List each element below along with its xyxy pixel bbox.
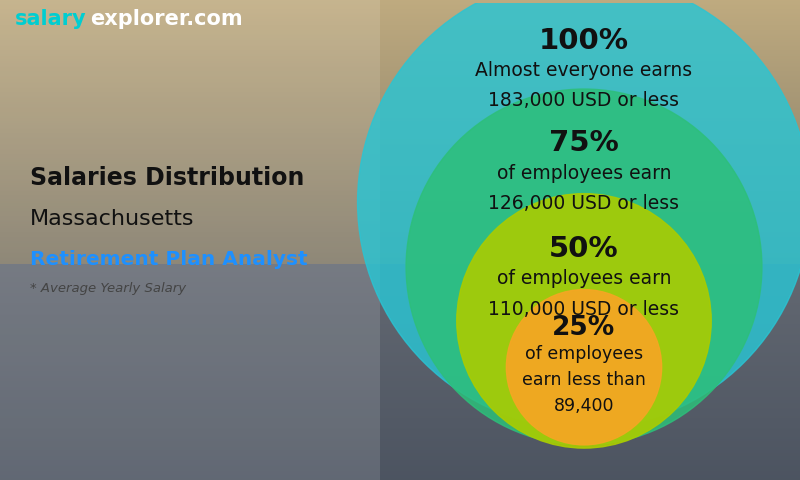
Text: 100%: 100% [539, 26, 629, 55]
Text: explorer.com: explorer.com [90, 9, 242, 29]
Circle shape [457, 193, 711, 448]
Text: 110,000 USD or less: 110,000 USD or less [489, 300, 679, 319]
Text: salary: salary [15, 9, 86, 29]
Text: 50%: 50% [549, 235, 619, 263]
Text: of employees: of employees [525, 345, 643, 363]
Circle shape [358, 0, 800, 429]
Text: 183,000 USD or less: 183,000 USD or less [489, 91, 679, 110]
Text: Massachusetts: Massachusetts [30, 209, 194, 229]
Text: 89,400: 89,400 [554, 397, 614, 415]
Text: of employees earn: of employees earn [497, 164, 671, 183]
FancyBboxPatch shape [0, 0, 380, 480]
Text: 75%: 75% [549, 129, 619, 157]
Text: Almost everyone earns: Almost everyone earns [475, 61, 693, 80]
Text: 126,000 USD or less: 126,000 USD or less [489, 194, 679, 213]
Text: * Average Yearly Salary: * Average Yearly Salary [30, 282, 186, 295]
Text: of employees earn: of employees earn [497, 269, 671, 288]
Circle shape [406, 89, 762, 445]
Text: earn less than: earn less than [522, 371, 646, 389]
Circle shape [506, 289, 662, 445]
Text: Retirement Plan Analyst: Retirement Plan Analyst [30, 250, 308, 269]
Text: Salaries Distribution: Salaries Distribution [30, 166, 304, 190]
Text: 25%: 25% [552, 315, 616, 341]
